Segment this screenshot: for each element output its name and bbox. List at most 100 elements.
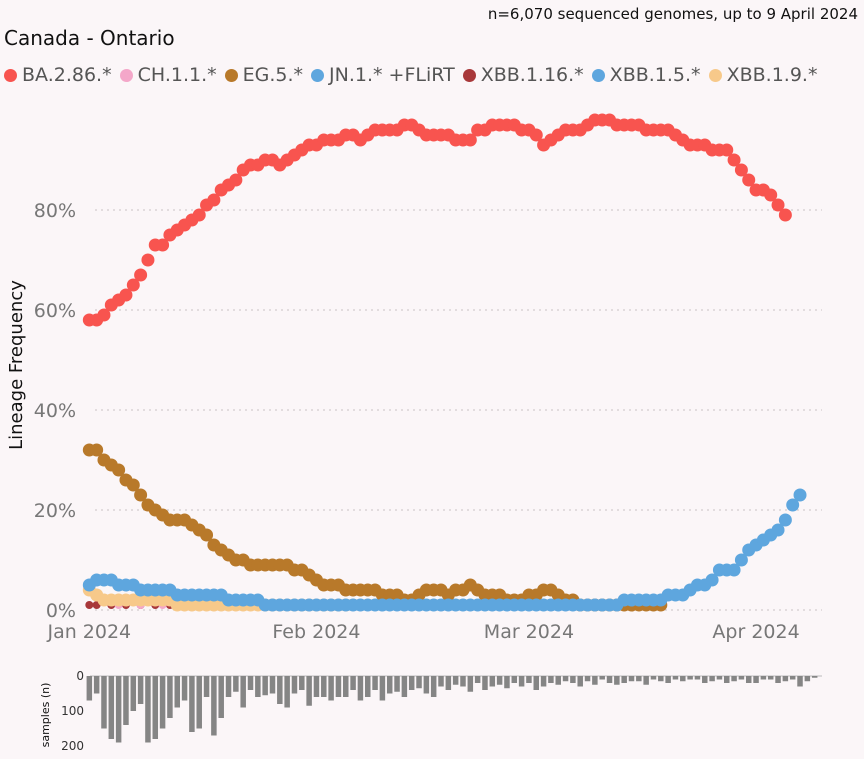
sample-bar: [211, 676, 217, 736]
legend-item-xbb15[interactable]: XBB.1.5.*: [591, 64, 701, 86]
bar-y-axis-label: samples (n): [39, 683, 52, 748]
sample-bar: [416, 676, 422, 689]
sample-bar: [789, 676, 796, 680]
point-xbb15: [786, 498, 800, 512]
sample-bar: [196, 676, 202, 729]
x-tick-label: Jan 2024: [46, 621, 131, 643]
point-ba286: [771, 198, 785, 212]
sample-bar: [775, 676, 781, 683]
sample-bar: [716, 676, 723, 680]
sample-bar: [460, 676, 466, 687]
sample-bar: [782, 676, 789, 682]
sample-bar: [482, 676, 488, 690]
point-ba286: [126, 278, 140, 292]
sample-bar: [291, 676, 298, 694]
sample-bar: [592, 676, 598, 685]
y-tick-label: 0%: [46, 600, 76, 622]
sample-bar: [247, 676, 254, 690]
sample-bar: [335, 676, 342, 697]
legend-label: XBB.1.16.*: [480, 64, 584, 86]
point-xbb15: [778, 513, 792, 527]
sample-bar: [203, 676, 210, 697]
sample-bar: [621, 676, 627, 683]
point-xbb116: [85, 601, 94, 609]
point-ba286: [529, 128, 543, 142]
sample-bar: [401, 676, 408, 697]
sample-bar: [680, 676, 686, 682]
sample-bar: [694, 676, 701, 680]
sample-bar: [540, 676, 547, 687]
sample-bar: [738, 676, 745, 680]
sample-bar: [760, 676, 767, 680]
sample-bar: [321, 676, 327, 697]
sample-bar: [430, 676, 437, 697]
point-eg5: [90, 443, 104, 457]
sample-bar: [643, 676, 649, 685]
sample-bar: [467, 676, 474, 692]
sample-bar: [555, 676, 561, 685]
sample-bar: [753, 676, 759, 683]
point-ba286: [134, 268, 148, 282]
point-xbb15: [705, 573, 719, 587]
sample-bar: [452, 676, 459, 685]
legend-label: BA.2.86.*: [22, 64, 112, 86]
sample-bar: [123, 676, 129, 725]
y-tick-label: 80%: [34, 200, 76, 222]
legend-item-xbb116[interactable]: XBB.1.16.*: [462, 64, 584, 86]
sample-bar: [658, 676, 664, 682]
legend-swatch-icon: [462, 68, 476, 82]
point-ba286: [727, 153, 741, 167]
point-xbb15: [734, 553, 748, 567]
x-tick-label: Apr 2024: [712, 621, 799, 643]
sample-bar: [665, 676, 671, 683]
point-eg5: [126, 478, 140, 492]
sample-bar: [357, 676, 364, 701]
sample-bar: [628, 676, 635, 682]
point-ba286: [207, 193, 221, 207]
sample-bar: [284, 676, 290, 708]
point-ba286: [463, 133, 477, 147]
chart-title: Canada - Ontario: [4, 26, 175, 50]
legend-label: XBB.1.5.*: [609, 64, 701, 86]
sample-bar: [423, 676, 430, 694]
sample-bar: [731, 676, 737, 682]
sample-bar: [269, 676, 276, 694]
sample-bar: [438, 676, 444, 687]
point-eg5: [112, 463, 126, 477]
legend-swatch-icon: [119, 68, 133, 82]
sample-bar: [804, 676, 811, 682]
sample-bar: [584, 676, 591, 682]
point-ba286: [141, 253, 155, 267]
point-ba286: [734, 163, 748, 177]
sample-bar: [108, 676, 115, 739]
y-tick-label: 60%: [34, 300, 76, 322]
legend-item-eg5[interactable]: EG.5.*: [224, 64, 304, 86]
x-tick-label: Mar 2024: [484, 621, 574, 643]
legend-swatch-icon: [591, 68, 605, 82]
legend-item-ba286[interactable]: BA.2.86.*: [4, 64, 112, 86]
legend-item-jn1[interactable]: JN.1.* +FLiRT: [311, 64, 455, 86]
sample-bar: [445, 676, 452, 690]
legend-swatch-icon: [708, 68, 722, 82]
sample-bar: [167, 676, 173, 718]
sample-bar: [343, 676, 349, 697]
y-tick-label: 40%: [34, 400, 76, 422]
legend-item-xbb19[interactable]: XBB.1.9.*: [708, 64, 817, 86]
legend-label: EG.5.*: [242, 64, 304, 86]
sample-bar: [101, 676, 107, 729]
legend-label: CH.1.1.*: [137, 64, 217, 86]
sample-bar: [262, 676, 268, 696]
sample-bar: [152, 676, 159, 739]
legend-item-ch11[interactable]: CH.1.1.*: [119, 64, 217, 86]
sample-bar: [489, 676, 496, 687]
point-ba286: [720, 143, 734, 157]
sample-bar: [145, 676, 151, 743]
sample-bar: [130, 676, 137, 711]
sample-bar: [328, 676, 334, 701]
sample-bar: [709, 676, 715, 682]
sample-bar: [577, 676, 583, 687]
sample-bar: [724, 676, 730, 683]
point-xbb15: [771, 523, 785, 537]
sample-bar: [599, 676, 605, 680]
legend: BA.2.86.* CH.1.1.* EG.5.* JN.1.* +FLiRT …: [4, 64, 825, 86]
